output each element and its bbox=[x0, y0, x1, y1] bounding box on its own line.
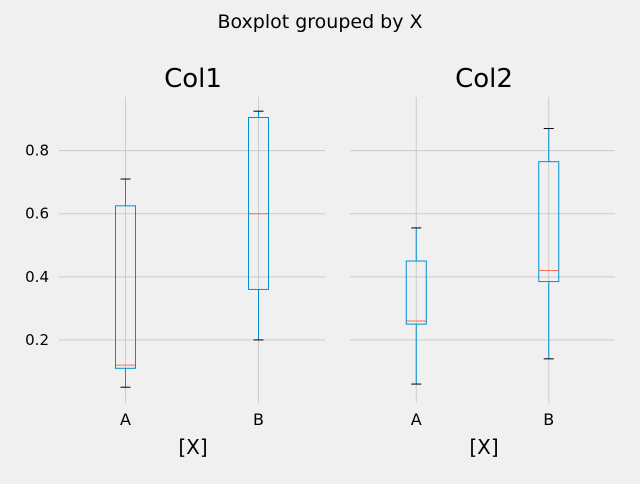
grid-col2 bbox=[350, 97, 615, 403]
panel-title-col2: Col2 bbox=[455, 64, 513, 94]
x-axis-label-col2: [X] bbox=[469, 435, 498, 459]
suptitle: Boxplot grouped by X bbox=[217, 11, 422, 33]
x-axis-label-col1: [X] bbox=[178, 435, 207, 459]
iqr-box bbox=[115, 205, 136, 369]
panel-col2: Col2 [X] A B bbox=[350, 64, 615, 459]
box-col1-b bbox=[248, 110, 269, 341]
panel-title-col1: Col1 bbox=[164, 64, 222, 94]
y-tick-label: 0.6 bbox=[25, 205, 49, 223]
grid-col1 bbox=[59, 97, 325, 403]
x-tick-label: A bbox=[411, 410, 422, 429]
iqr-box bbox=[538, 161, 560, 283]
panel-col1: Col1 [X] 0.2 0.4 0.6 0.8 A B bbox=[25, 64, 325, 459]
x-tick-label: B bbox=[543, 410, 554, 429]
y-tick-label: 0.8 bbox=[25, 142, 49, 160]
box-col1-a bbox=[115, 178, 136, 388]
y-tick-label: 0.2 bbox=[25, 331, 49, 349]
box-col2-b bbox=[538, 128, 560, 360]
box-col2-a bbox=[405, 227, 427, 385]
iqr-box bbox=[405, 260, 427, 325]
x-tick-label: A bbox=[120, 410, 131, 429]
iqr-box bbox=[248, 117, 269, 290]
y-tick-label: 0.4 bbox=[25, 268, 49, 286]
x-tick-label: B bbox=[253, 410, 264, 429]
